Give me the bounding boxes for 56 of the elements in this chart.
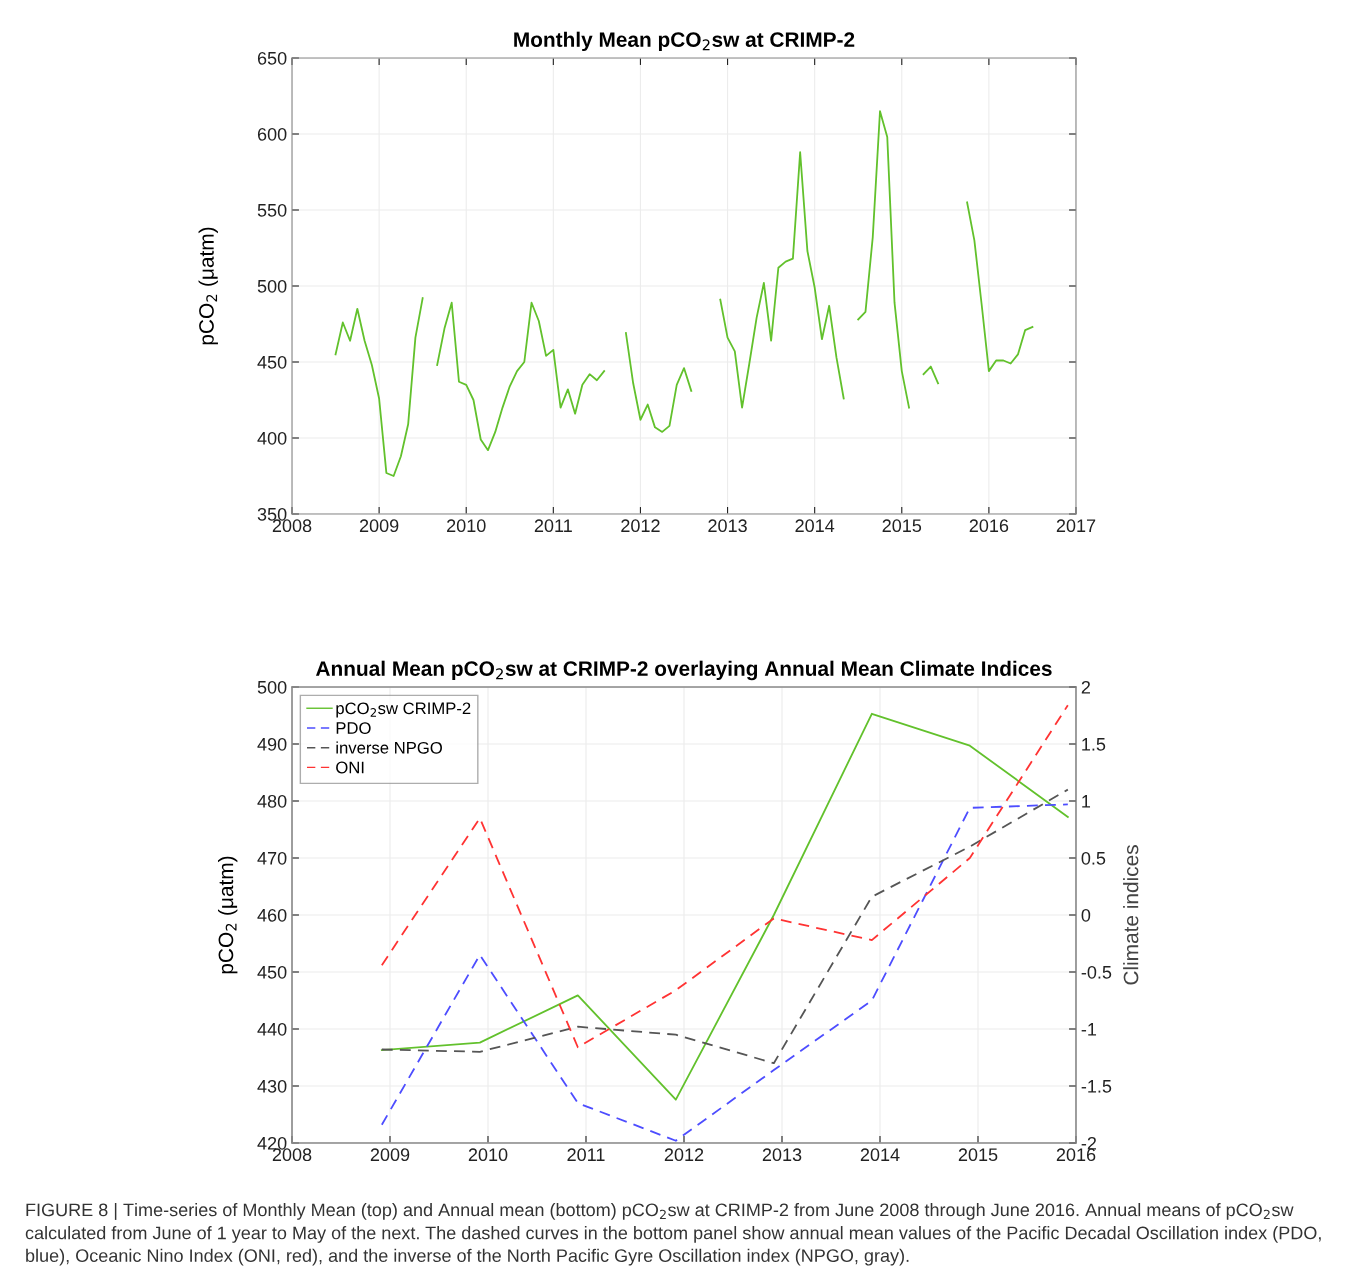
y-tick-label: 460 <box>257 908 287 922</box>
chart-title: Monthly Mean pCO$_{2}$sw at CRIMP-2 <box>514 31 855 52</box>
y-tick-label: 470 <box>257 851 287 865</box>
x-tick-label: 2008 <box>272 519 312 533</box>
legend-label: PDO <box>336 722 371 734</box>
legend-label: ONI <box>336 761 364 774</box>
x-tick-label: 2013 <box>762 1148 802 1162</box>
y-tick-label: 490 <box>257 737 287 751</box>
legend-label: inverse NPGO <box>336 741 442 754</box>
y-tick-label: 500 <box>257 680 287 694</box>
y2-tick-label: 2 <box>1081 680 1090 694</box>
y-tick-label: 500 <box>257 279 287 293</box>
y-tick-label: 550 <box>257 203 287 217</box>
y-tick-label: 430 <box>257 1079 287 1093</box>
x-tick-label: 2010 <box>447 519 486 533</box>
x-tick-label: 2016 <box>1056 1148 1096 1162</box>
x-tick-label: 2014 <box>795 519 835 533</box>
y-tick-label: 450 <box>257 355 287 369</box>
y-tick-label: 650 <box>257 51 287 65</box>
y-tick-label: 600 <box>257 127 287 141</box>
caption: FIGURE 8 | Time-series of Monthly Mean (top) and Annual mean (bottom) pCO$_{2}$sw at CRIMP-2 from June 2008 through June 2016. Annual means of pCO$_{2}$sw calculated from June of 1 year to May of the next. The dashed curves in the bottom panel show annual mean values of the Pacific Decadal Oscillation index (PDO, blue), Oceanic Nino Index (ONI, red), and the inverse of the North Pacific Gyre Oscillation index (NPGO, gray). <box>25 1203 1321 1266</box>
y2-tick-label: 0.5 <box>1081 851 1106 865</box>
x-tick-label: 2009 <box>359 519 399 533</box>
line-series <box>380 788 1069 1065</box>
y-tick-label: 350 <box>257 507 287 521</box>
y-axis-title: pCO$_{2}$ (μatm) <box>198 227 218 345</box>
x-tick-label: 2009 <box>370 1148 410 1162</box>
y-tick-label: 420 <box>257 1136 287 1150</box>
y2-tick-label: 0 <box>1081 908 1091 922</box>
y-tick-label: 440 <box>257 1022 287 1036</box>
x-tick-label: 2011 <box>534 519 572 533</box>
y2-axis-title: Climate indices <box>1123 845 1139 985</box>
x-tick-label: 2010 <box>468 1148 508 1162</box>
y-tick-label: 450 <box>257 965 287 979</box>
x-tick-label: 2012 <box>664 1148 704 1162</box>
y2-tick-label: -1 <box>1081 1023 1097 1036</box>
x-tick-label: 2013 <box>708 519 747 533</box>
x-tick-label: 2016 <box>969 519 1009 533</box>
y-tick-label: 400 <box>257 431 287 445</box>
x-tick-label: 2015 <box>882 519 922 533</box>
x-tick-label: 2017 <box>1056 519 1096 533</box>
y2-tick-label: 1.5 <box>1082 738 1106 751</box>
line-series <box>380 803 1069 1142</box>
x-tick-label: 2015 <box>958 1148 998 1162</box>
y2-tick-label: -1.5 <box>1081 1080 1112 1093</box>
y2-tick-label: 1 <box>1082 795 1091 808</box>
legend-label: pCO$_{2}$sw CRIMP-2 <box>336 702 471 718</box>
y-axis-title: pCO$_{2}$ (μatm) <box>217 856 238 974</box>
x-tick-label: 2012 <box>621 519 660 533</box>
y2-tick-label: -0.5 <box>1081 965 1112 979</box>
y2-tick-label: -2 <box>1081 1136 1097 1150</box>
x-tick-label: 2011 <box>567 1148 605 1162</box>
x-tick-label: 2008 <box>272 1148 312 1162</box>
x-tick-label: 2014 <box>860 1148 900 1162</box>
y-tick-label: 480 <box>257 794 287 808</box>
chart-title: Annual Mean pCO$_{2}$sw at CRIMP-2 overlaying Annual Mean Climate Indices <box>315 660 1052 681</box>
